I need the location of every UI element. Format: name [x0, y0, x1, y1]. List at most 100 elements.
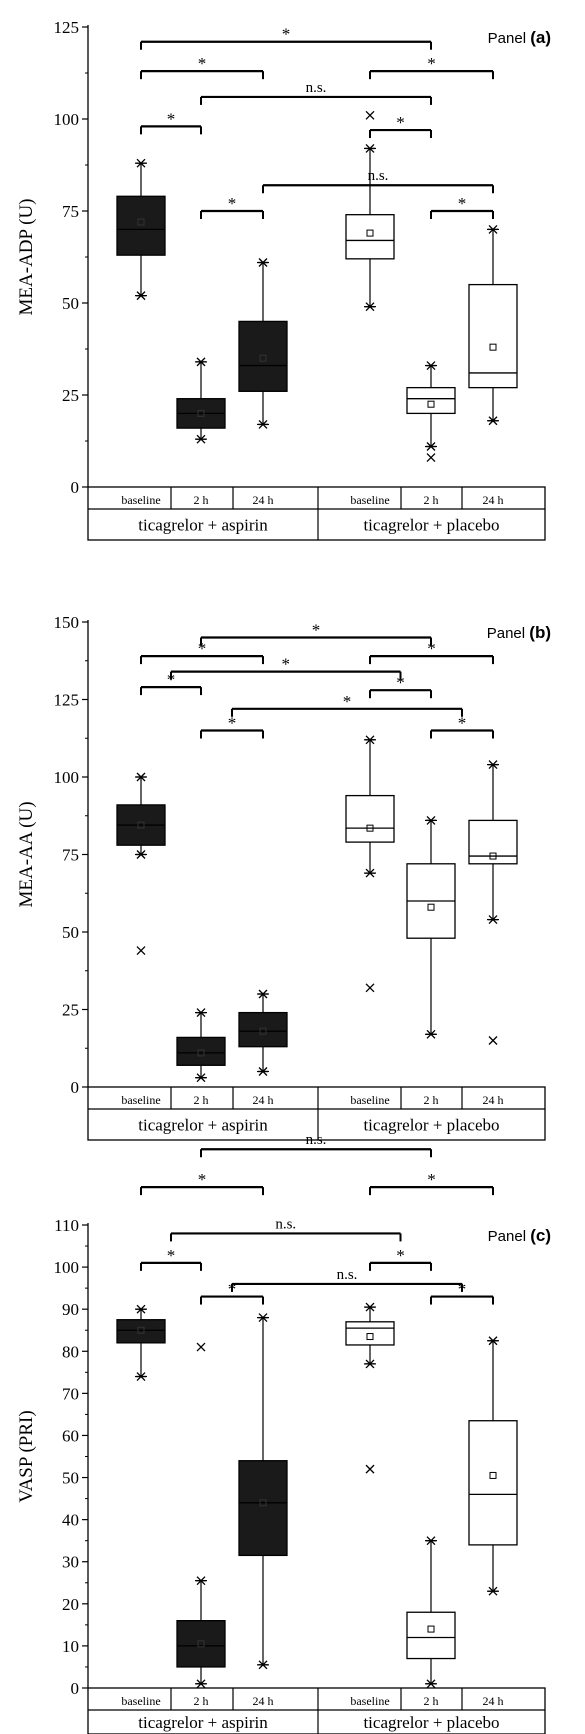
category-label-3: 24 h [253, 493, 274, 507]
y-tick-label: 20 [62, 1595, 79, 1614]
whisker-max-marker [365, 1302, 375, 1312]
mean-marker [259, 354, 267, 362]
bracket-label: * [167, 1246, 176, 1265]
y-tick-label: 0 [71, 1679, 80, 1698]
mean-marker [489, 852, 497, 860]
y-tick-label: 150 [54, 613, 80, 632]
box-5 [406, 815, 456, 1039]
y-tick-label: 25 [62, 1001, 79, 1020]
bracket-label: * [228, 1280, 237, 1299]
panel-label-word: Panel [487, 625, 530, 642]
whisker-min-marker [488, 1586, 498, 1596]
whisker-min-marker [488, 915, 498, 925]
box-iqr [176, 1620, 226, 1668]
category-label-5: 2 h [424, 1093, 439, 1107]
significance-bracket: n.s. [170, 1216, 402, 1242]
y-tick-label: 75 [62, 846, 79, 865]
significance-bracket: * [430, 1280, 494, 1305]
mean-marker [197, 1640, 205, 1648]
bracket-label: * [282, 655, 291, 674]
significance-bracket: n.s. [231, 1267, 463, 1292]
whisker-max-marker [196, 357, 206, 367]
outlier-marker-stroke-b [365, 110, 375, 120]
bracket-label: * [396, 673, 405, 692]
significance-bracket: n.s. [200, 80, 432, 105]
bracket-label: * [396, 1246, 405, 1265]
box-iqr [468, 283, 518, 389]
y-tick-label: 10 [62, 1637, 79, 1656]
y-axis-title: VASP (PRI) [16, 1410, 37, 1502]
y-tick-label: 30 [62, 1553, 79, 1572]
panel-1: Panel (a) 0 25 50 75 100 125 MEA-ADP (U) baselin… [16, 18, 551, 541]
whisker-max-marker [426, 361, 436, 371]
box-iqr [406, 1611, 456, 1660]
group-label-2: ticagrelor + placebo [363, 1116, 499, 1135]
y-tick-label: 100 [54, 1258, 80, 1277]
y-tick-label: 70 [62, 1384, 79, 1403]
mean-marker [427, 1625, 435, 1633]
box-iqr [345, 214, 395, 260]
whisker-min-marker [365, 1359, 375, 1369]
whisker-min-marker [426, 1029, 436, 1039]
bracket-label: * [228, 714, 237, 733]
category-label-5: 2 h [424, 493, 439, 507]
mean-marker [137, 218, 145, 226]
bracket-label: * [167, 109, 176, 128]
category-label-2: 2 h [194, 1694, 209, 1708]
box-1 [116, 772, 166, 956]
y-tick-label: 50 [62, 294, 79, 313]
box-3 [238, 1313, 288, 1670]
y-tick-label: 25 [62, 386, 79, 405]
box-iqr [176, 1036, 226, 1066]
whisker-max-marker [136, 1304, 146, 1314]
bracket-label: * [427, 1170, 436, 1189]
significance-bracket: * [140, 1246, 202, 1271]
significance-bracket: * [430, 194, 494, 219]
outlier-marker-stroke-b [365, 1464, 375, 1474]
panel-label: Panel (b) [487, 623, 551, 642]
panel-2: Panel (b) 0 25 50 75 100 125 150 MEA-AA (U) basel… [16, 613, 551, 1141]
box-2 [176, 1008, 226, 1083]
whisker-min-marker [258, 1067, 268, 1076]
bracket-label: * [312, 621, 321, 640]
mean-marker [427, 400, 435, 408]
group-label-2: ticagrelor + placebo [363, 516, 499, 535]
whisker-min-marker [365, 302, 375, 312]
whisker-max-marker [136, 772, 146, 782]
outlier-marker-stroke-b [136, 946, 146, 956]
mean-marker [366, 824, 374, 832]
significance-bracket: * [369, 639, 494, 665]
bracket-label: * [228, 194, 237, 213]
bracket-label: * [282, 25, 291, 44]
box-1 [116, 1304, 166, 1381]
bracket-label: * [458, 1280, 467, 1299]
mean-marker [489, 1471, 497, 1479]
whisker-min-marker [258, 419, 268, 429]
outlier-marker [365, 983, 375, 993]
box-2 [176, 357, 226, 444]
whisker-max-marker [488, 1336, 498, 1346]
box-iqr [468, 819, 518, 865]
whisker-max-marker [258, 1313, 268, 1323]
mean-marker [197, 1049, 205, 1057]
y-tick-label: 125 [54, 18, 80, 37]
y-tick-label: 0 [71, 1078, 80, 1097]
significance-bracket: n.s. [200, 1132, 432, 1158]
whisker-min-marker [136, 1372, 146, 1381]
y-tick-label: 60 [62, 1426, 79, 1445]
whisker-max-marker [426, 1536, 436, 1546]
bracket-label: * [198, 54, 207, 73]
significance-bracket: * [140, 25, 432, 50]
whisker-max-marker [136, 158, 146, 168]
bracket-label: * [458, 714, 467, 733]
significance-bracket: * [369, 673, 432, 699]
y-tick-label: 100 [54, 768, 80, 787]
mean-marker [137, 1326, 145, 1334]
mean-marker [366, 1333, 374, 1341]
bracket-label: n.s. [306, 80, 327, 96]
outlier-marker [136, 946, 146, 956]
significance-bracket: * [140, 109, 202, 135]
category-label-4: baseline [350, 493, 389, 507]
bracket-label: n.s. [275, 1216, 296, 1232]
significance-bracket: * [369, 54, 494, 80]
